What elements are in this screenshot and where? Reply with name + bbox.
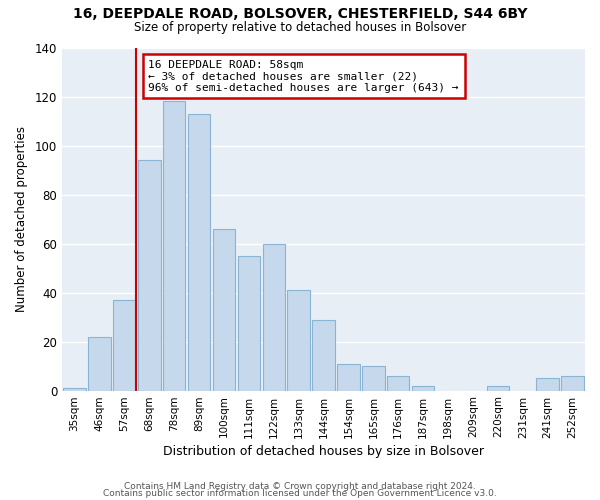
Text: 16, DEEPDALE ROAD, BOLSOVER, CHESTERFIELD, S44 6BY: 16, DEEPDALE ROAD, BOLSOVER, CHESTERFIEL… <box>73 8 527 22</box>
Bar <box>487 386 509 390</box>
Bar <box>287 290 310 390</box>
X-axis label: Distribution of detached houses by size in Bolsover: Distribution of detached houses by size … <box>163 444 484 458</box>
Bar <box>88 336 111 390</box>
Text: 16 DEEPDALE ROAD: 58sqm
← 3% of detached houses are smaller (22)
96% of semi-det: 16 DEEPDALE ROAD: 58sqm ← 3% of detached… <box>148 60 459 92</box>
Bar <box>113 300 136 390</box>
Bar <box>337 364 359 390</box>
Text: Contains HM Land Registry data © Crown copyright and database right 2024.: Contains HM Land Registry data © Crown c… <box>124 482 476 491</box>
Bar <box>562 376 584 390</box>
Bar <box>64 388 86 390</box>
Bar <box>362 366 385 390</box>
Y-axis label: Number of detached properties: Number of detached properties <box>15 126 28 312</box>
Bar <box>238 256 260 390</box>
Bar <box>263 244 285 390</box>
Bar <box>387 376 409 390</box>
Bar <box>188 114 211 390</box>
Bar <box>138 160 161 390</box>
Bar <box>213 229 235 390</box>
Bar <box>536 378 559 390</box>
Text: Size of property relative to detached houses in Bolsover: Size of property relative to detached ho… <box>134 21 466 34</box>
Bar <box>313 320 335 390</box>
Bar <box>412 386 434 390</box>
Bar <box>163 102 185 391</box>
Text: Contains public sector information licensed under the Open Government Licence v3: Contains public sector information licen… <box>103 490 497 498</box>
